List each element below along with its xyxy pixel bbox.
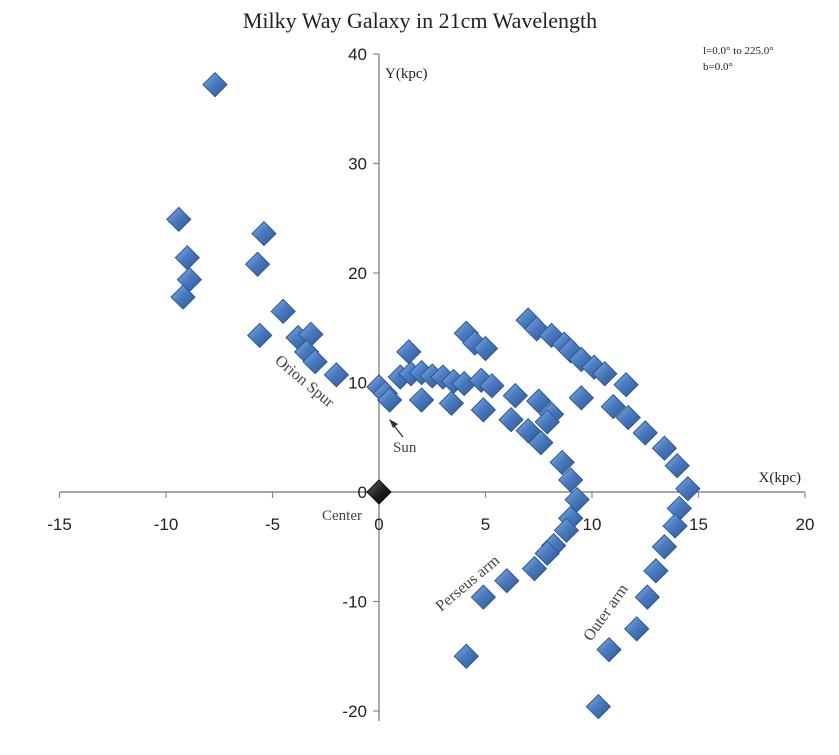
data-point — [408, 387, 435, 413]
chart-title: Milky Way Galaxy in 21cm Wavelength — [243, 8, 597, 33]
sun-pointer-arrowhead — [389, 419, 398, 428]
y-tick-label: 10 — [348, 374, 367, 393]
data-point — [651, 435, 678, 461]
data-point — [553, 517, 580, 544]
y-tick-label: 20 — [348, 264, 367, 283]
data-point — [651, 534, 678, 560]
data-point — [521, 555, 548, 582]
data-point — [251, 220, 277, 247]
y-tick-label: 30 — [348, 155, 367, 174]
x-tick-label: -5 — [265, 515, 280, 534]
data-point — [438, 390, 465, 417]
data-point — [600, 393, 627, 420]
data-point — [634, 584, 661, 610]
data-point — [470, 397, 497, 423]
data-points — [166, 71, 701, 720]
data-point — [643, 558, 669, 584]
y-axis-ticks: -20 -10 0 10 20 30 40 — [342, 45, 379, 721]
data-point — [479, 373, 505, 399]
y-tick-label: -10 — [342, 593, 367, 612]
y-tick-label: 0 — [358, 483, 367, 502]
data-point — [270, 298, 296, 325]
data-point — [615, 404, 641, 431]
data-point — [472, 335, 499, 362]
data-point — [494, 567, 520, 594]
x-tick-label: 15 — [689, 515, 708, 534]
data-point — [526, 388, 552, 414]
x-axis-label: X(kpc) — [759, 470, 801, 486]
x-tick-label: -10 — [154, 515, 179, 534]
data-point — [596, 636, 622, 663]
outer-arm-label: Outer arm — [580, 581, 632, 645]
data-point — [502, 382, 529, 409]
y-axis-label: Y(kpc) — [385, 66, 427, 82]
data-point — [534, 409, 560, 435]
data-point — [564, 486, 590, 513]
data-point — [470, 584, 497, 610]
data-point — [624, 616, 650, 642]
center-label: Center — [322, 508, 362, 524]
data-point — [247, 322, 273, 349]
x-tick-label: 5 — [481, 515, 490, 534]
x-tick-label: 20 — [796, 515, 815, 534]
data-point — [376, 387, 403, 413]
data-point — [166, 206, 192, 233]
galactic-center-point — [366, 479, 392, 505]
perseus-arm-label: Perseus arm — [433, 552, 504, 615]
data-point — [613, 371, 639, 398]
data-point — [662, 513, 688, 539]
x-tick-label: -15 — [47, 515, 72, 534]
data-point — [323, 362, 350, 388]
x-axis-ticks: -15 -10 -5 0 5 10 15 20 — [47, 492, 814, 534]
data-point — [396, 339, 422, 365]
data-point — [664, 453, 690, 479]
data-point — [515, 417, 541, 444]
data-point — [244, 251, 271, 277]
data-point — [174, 244, 201, 271]
sun-label: Sun — [393, 440, 417, 456]
data-point — [592, 361, 618, 387]
y-tick-label: -20 — [342, 702, 367, 721]
data-point — [534, 540, 560, 567]
data-point — [202, 71, 228, 98]
data-point — [170, 284, 196, 310]
data-point — [675, 476, 701, 502]
data-point — [453, 643, 480, 669]
data-point — [302, 348, 328, 375]
axes: -15 -10 -5 0 5 10 15 20 -20 -10 0 10 20 30 40 — [47, 45, 814, 721]
longitude-range-text: l=0.0° to 225.0° — [703, 45, 774, 57]
latitude-text: b=0.0° — [703, 61, 733, 73]
data-point — [498, 407, 524, 433]
x-tick-label: 10 — [583, 515, 602, 534]
data-point — [549, 449, 575, 476]
data-point — [528, 430, 554, 456]
x-tick-label: 0 — [374, 515, 383, 534]
longitude-latitude-info: l=0.0° to 225.0° b=0.0° — [703, 45, 774, 73]
data-point — [568, 385, 595, 411]
data-point — [632, 420, 658, 446]
y-tick-label: 40 — [348, 45, 367, 64]
data-point — [557, 467, 584, 493]
data-point — [585, 693, 612, 720]
